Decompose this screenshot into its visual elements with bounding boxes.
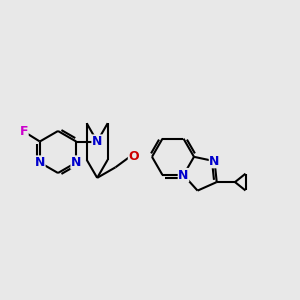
Text: O: O <box>128 150 139 163</box>
Text: N: N <box>71 156 81 169</box>
Text: N: N <box>34 156 45 169</box>
Text: N: N <box>92 135 102 148</box>
Text: N: N <box>178 169 189 182</box>
Text: F: F <box>20 125 28 138</box>
Text: N: N <box>209 155 220 168</box>
